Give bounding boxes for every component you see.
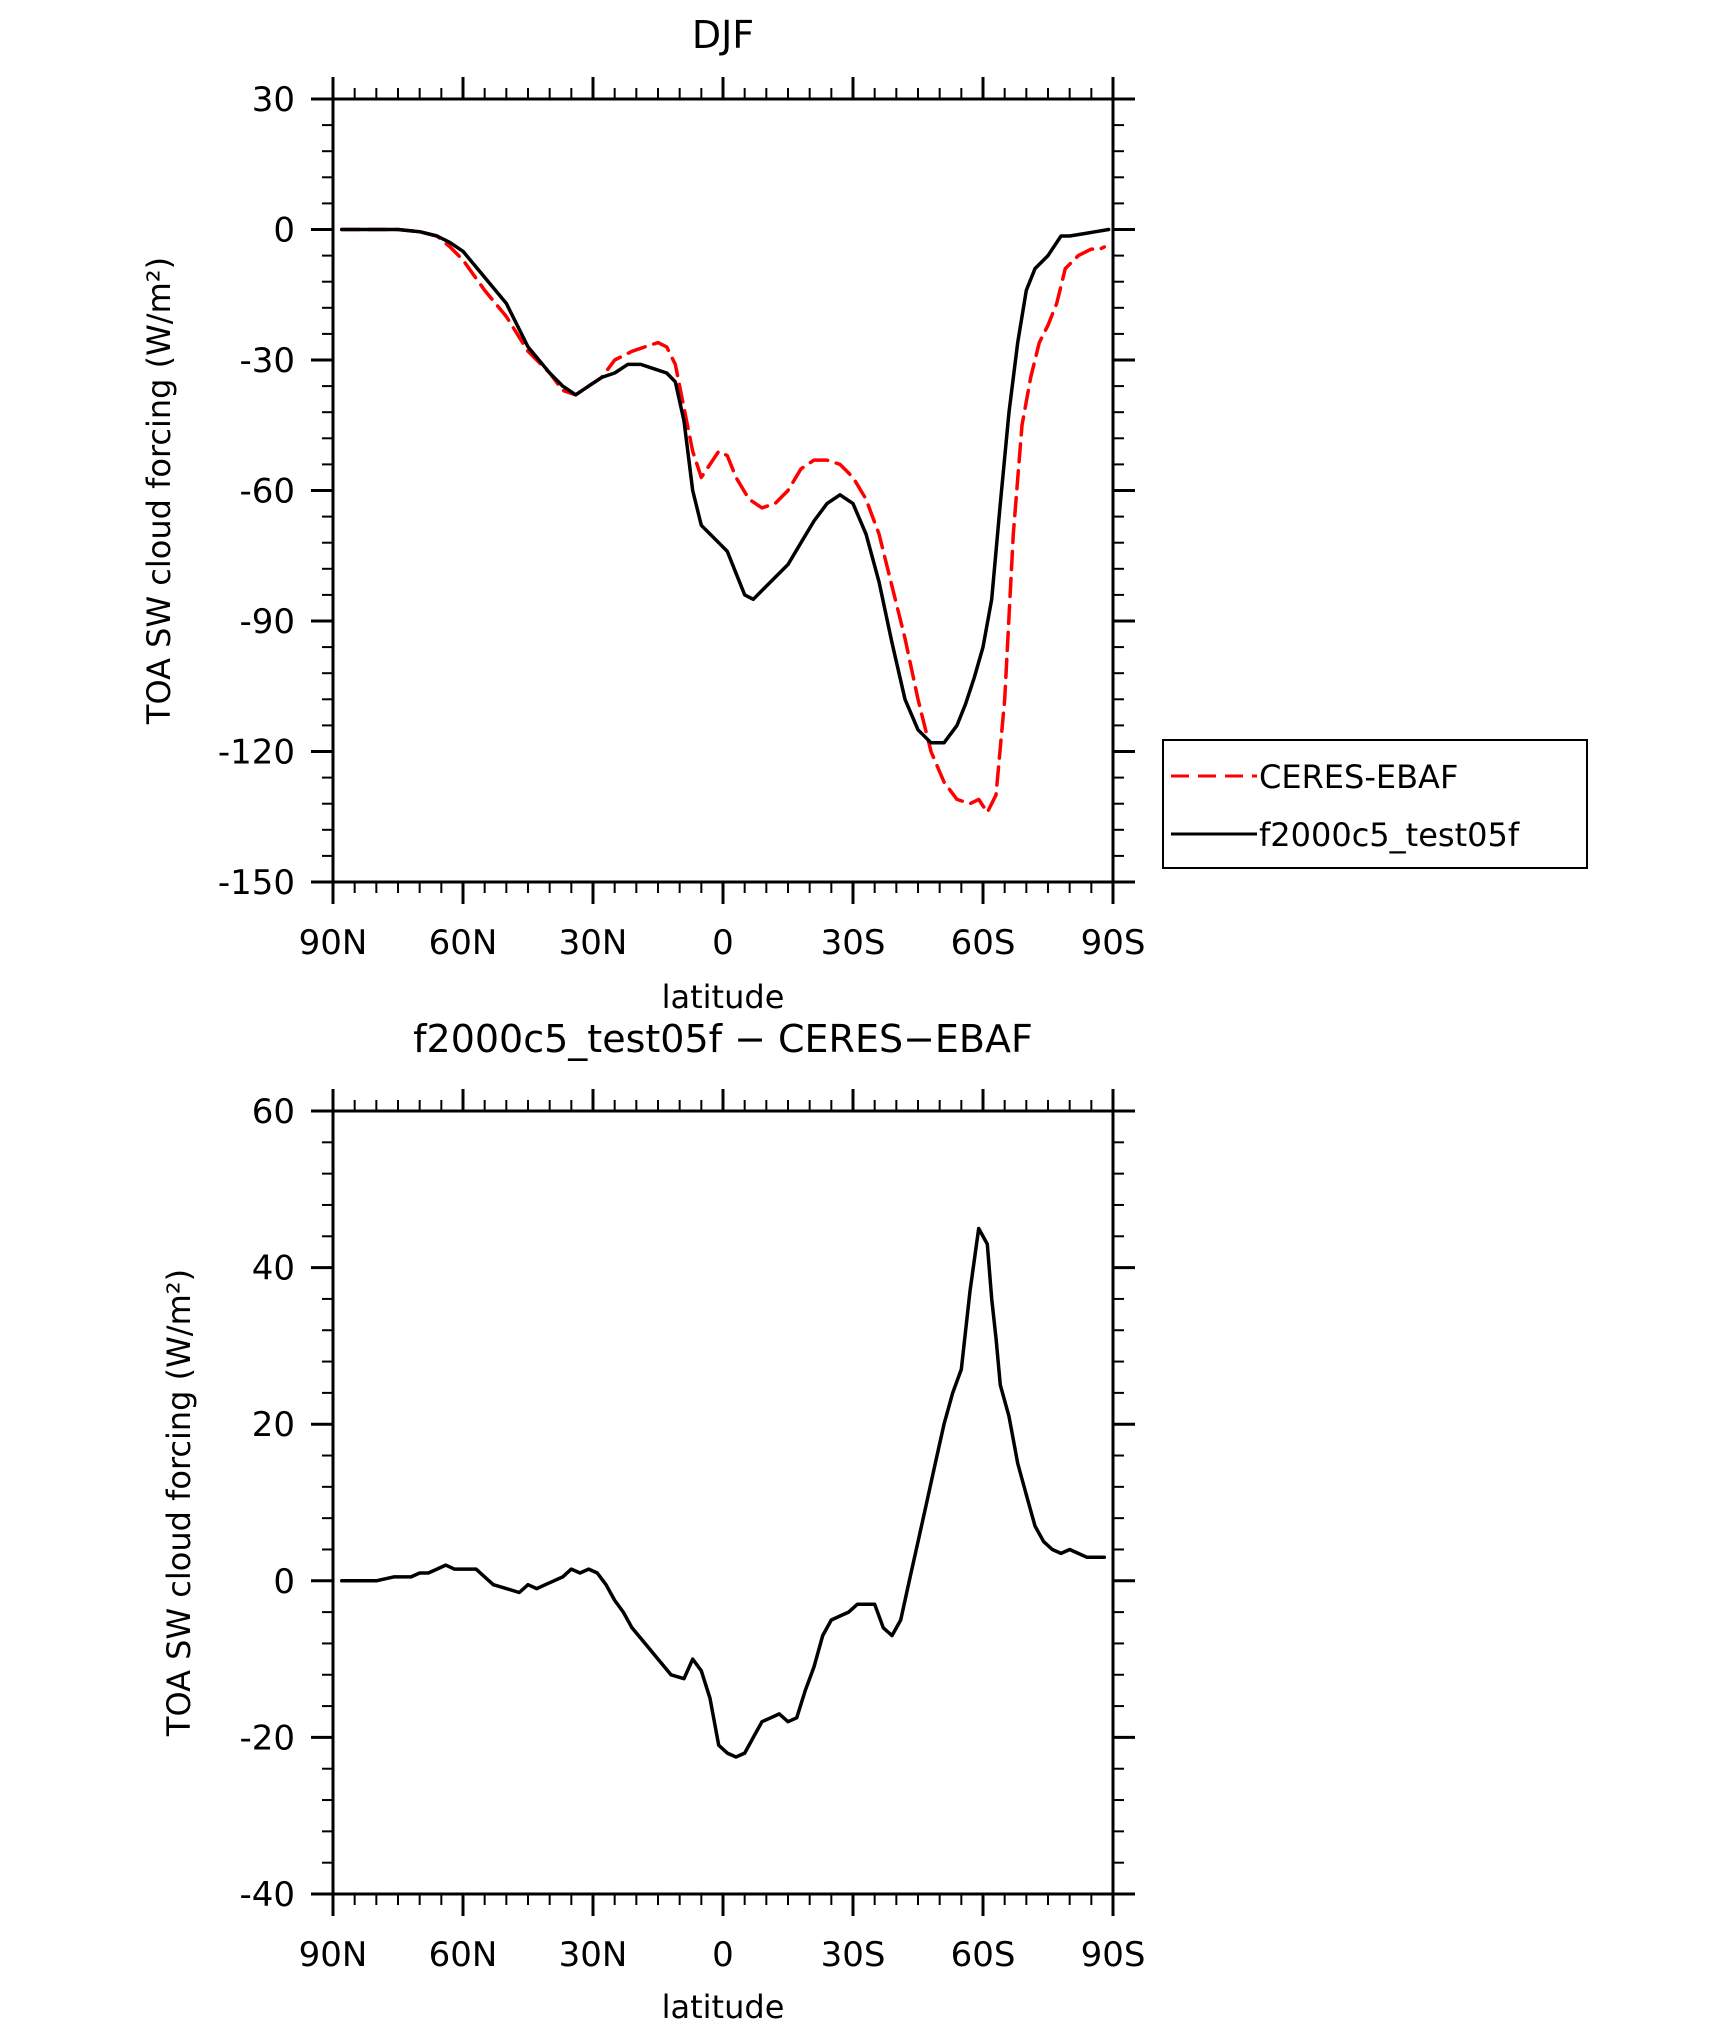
x-tick-label: 0 <box>712 1935 734 1975</box>
y-tick-label: -120 <box>218 733 295 773</box>
y-tick-label: 30 <box>252 80 295 120</box>
y-tick-label: 20 <box>252 1405 295 1445</box>
x-tick-label: 60N <box>429 923 498 963</box>
x-tick-label: 60S <box>951 923 1016 963</box>
y-tick-label: 0 <box>273 211 295 251</box>
plot-frame <box>331 97 1115 884</box>
x-tick-label: 90N <box>299 1935 368 1975</box>
x-tick-label: 30S <box>821 1935 886 1975</box>
y-tick-label: 60 <box>252 1092 295 1132</box>
legend-box <box>1162 739 1588 869</box>
chart-title: f2000c5_test05f − CERES−EBAF <box>413 1017 1033 1061</box>
y-tick-label: -40 <box>239 1875 295 1915</box>
x-tick-label: 90S <box>1081 1935 1146 1975</box>
y-tick-label: 40 <box>252 1249 295 1289</box>
x-axis-label: latitude <box>662 978 785 1016</box>
y-tick-label: 0 <box>273 1562 295 1602</box>
y-tick-label: -150 <box>218 863 295 903</box>
x-tick-label: 30S <box>821 923 886 963</box>
chart-title: DJF <box>692 13 754 57</box>
y-tick-label: -30 <box>239 341 295 381</box>
y-tick-label: -20 <box>239 1718 295 1758</box>
y-axis-label: TOA SW cloud forcing (W/m²) <box>160 1269 198 1737</box>
legend-label: CERES-EBAF <box>1259 758 1458 796</box>
y-tick-label: -90 <box>239 602 295 642</box>
x-tick-label: 90S <box>1081 923 1146 963</box>
series-line-0 <box>339 1226 1107 1759</box>
y-tick-label: -60 <box>239 472 295 512</box>
y-axis-label: TOA SW cloud forcing (W/m²) <box>140 257 178 725</box>
x-tick-label: 90N <box>299 923 368 963</box>
x-axis-label: latitude <box>662 1988 785 2021</box>
x-tick-label: 30N <box>559 1935 628 1975</box>
x-tick-label: 60N <box>429 1935 498 1975</box>
x-tick-label: 0 <box>712 923 734 963</box>
x-tick-label: 60S <box>951 1935 1016 1975</box>
series-line-f2000c5-test05f <box>339 227 1111 745</box>
legend-label: f2000c5_test05f <box>1259 816 1520 854</box>
x-tick-label: 30N <box>559 923 628 963</box>
plot-frame <box>331 1109 1115 1896</box>
series-line-ceres-ebaf <box>339 227 1107 815</box>
